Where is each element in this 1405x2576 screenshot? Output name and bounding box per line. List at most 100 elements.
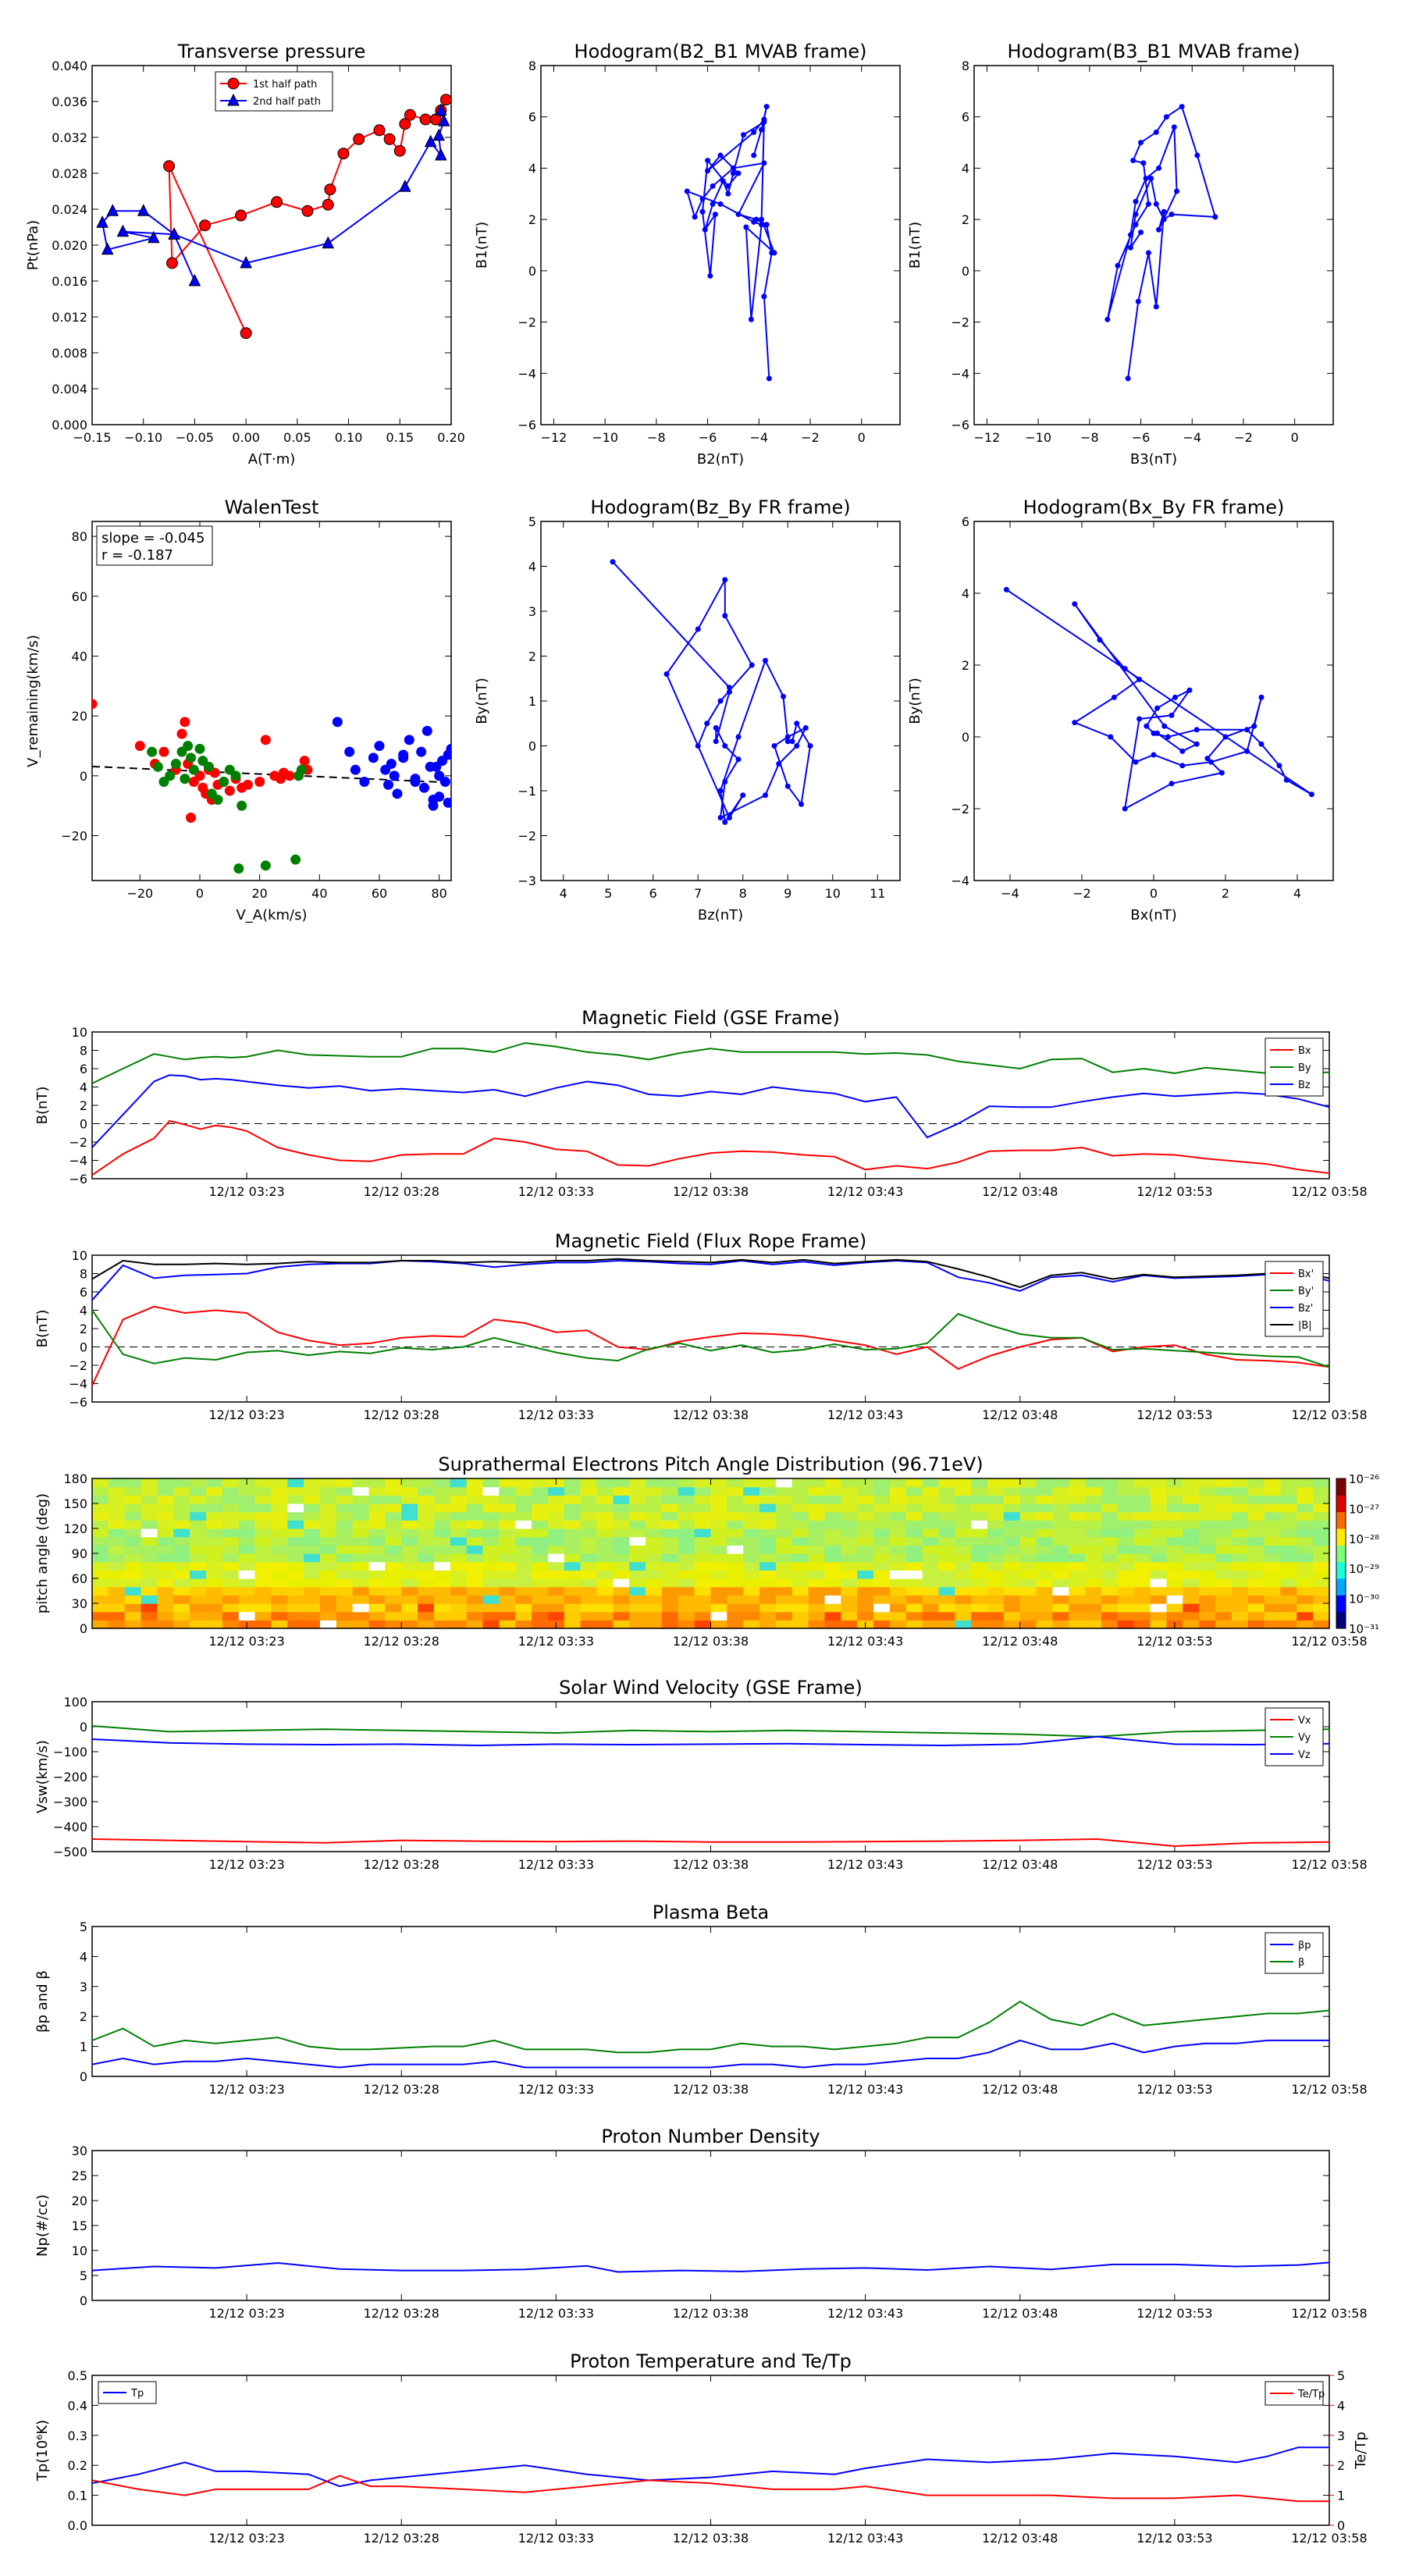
- heatmap-cell: [661, 1603, 679, 1613]
- heatmap-cell: [1247, 1486, 1265, 1496]
- heatmap-cell: [319, 1503, 337, 1513]
- heatmap-cell: [385, 1520, 402, 1529]
- heatmap-cell: [613, 1595, 630, 1604]
- heatmap-cell: [368, 1495, 386, 1504]
- heatmap-cell: [841, 1603, 858, 1613]
- heatmap-cell: [532, 1520, 549, 1529]
- data-point: [1111, 694, 1117, 700]
- heatmap-cell: [190, 1503, 207, 1513]
- data-point: [748, 316, 754, 322]
- heatmap-cell: [694, 1528, 712, 1538]
- heatmap-cell: [841, 1553, 858, 1563]
- heatmap-cell: [1036, 1620, 1054, 1629]
- heatmap-cell: [304, 1528, 321, 1538]
- heatmap-cell: [727, 1586, 744, 1596]
- heatmap-cell: [938, 1486, 955, 1496]
- heatmap-cell: [433, 1545, 451, 1554]
- heatmap-cell: [140, 1503, 158, 1513]
- heatmap-cell: [808, 1495, 826, 1504]
- heatmap-cell: [336, 1520, 354, 1529]
- heatmap-cell: [92, 1520, 109, 1529]
- heatmap-cell: [466, 1495, 484, 1504]
- heatmap-cell: [1215, 1553, 1232, 1563]
- heatmap-cell: [759, 1545, 777, 1554]
- data-point: [794, 720, 800, 727]
- heatmap-cell: [385, 1570, 402, 1579]
- heatmap-cell: [971, 1603, 988, 1613]
- heatmap-cell: [1297, 1545, 1314, 1554]
- legend-label: Vz: [1298, 1749, 1311, 1761]
- heatmap-cell: [629, 1586, 646, 1596]
- heatmap-cell: [304, 1520, 321, 1529]
- heatmap-cell: [336, 1545, 354, 1554]
- heatmap-cell: [1215, 1536, 1232, 1546]
- data-point: [1168, 212, 1175, 218]
- data-point: [713, 725, 719, 731]
- heatmap-cell: [466, 1553, 484, 1563]
- x-tick-label: 12/12 03:33: [518, 1857, 594, 1872]
- heatmap-cell: [808, 1570, 826, 1579]
- heatmap-cell: [190, 1478, 207, 1488]
- data-point: [1168, 712, 1175, 718]
- heatmap-cell: [1036, 1578, 1054, 1588]
- heatmap-cell: [124, 1478, 142, 1488]
- heatmap-cell: [841, 1586, 858, 1596]
- colorbar-segment: [1336, 1611, 1346, 1629]
- data-point: [743, 224, 749, 230]
- heatmap-cell: [1036, 1545, 1054, 1554]
- heatmap-cell: [1101, 1503, 1119, 1513]
- heatmap-cell: [613, 1495, 630, 1504]
- heatmap-cell: [352, 1620, 370, 1629]
- heatmap-cell: [629, 1528, 646, 1538]
- heatmap-cell: [743, 1545, 760, 1554]
- heatmap-cell: [222, 1620, 240, 1629]
- heatmap-cell: [824, 1545, 841, 1554]
- heatmap-cell: [532, 1611, 549, 1621]
- heatmap-cell: [1183, 1553, 1200, 1563]
- scatter-point: [260, 860, 271, 871]
- heatmap-cell: [1085, 1511, 1102, 1521]
- heatmap-cell: [841, 1486, 858, 1496]
- x-tick-label: 8: [739, 886, 747, 901]
- heatmap-cell: [596, 1611, 614, 1621]
- heatmap-cell: [352, 1478, 370, 1488]
- x-tick-label: 12/12 03:23: [208, 2531, 284, 2546]
- heatmap-cell: [271, 1486, 288, 1496]
- heatmap-cell: [205, 1578, 223, 1588]
- heatmap-cell: [368, 1536, 386, 1546]
- heatmap-cell: [580, 1536, 598, 1546]
- heatmap-cell: [482, 1603, 500, 1613]
- data-point: [749, 662, 755, 668]
- x-tick-label: 4: [560, 886, 567, 901]
- x-tick-label: 0.00: [232, 430, 260, 445]
- y-tick-label: 1: [528, 694, 536, 709]
- heatmap-cell: [955, 1603, 972, 1613]
- scatter-point: [386, 759, 397, 769]
- data-point: [1136, 676, 1143, 682]
- heatmap-cell: [157, 1495, 174, 1504]
- heatmap-cell: [1264, 1486, 1282, 1496]
- heatmap-cell: [173, 1561, 190, 1571]
- heatmap-cell: [1264, 1620, 1282, 1629]
- y-tick-label: 150: [63, 1496, 87, 1511]
- heatmap-cell: [1264, 1478, 1282, 1488]
- heatmap-cell: [319, 1595, 337, 1604]
- heatmap-cell: [987, 1495, 1005, 1504]
- heatmap-cell: [1247, 1520, 1265, 1529]
- series-line: [92, 2446, 1329, 2488]
- heatmap-cell: [92, 1603, 109, 1613]
- heatmap-cell: [1183, 1520, 1200, 1529]
- heatmap-cell: [596, 1536, 614, 1546]
- x-tick-label: 12/12 03:53: [1136, 1407, 1212, 1422]
- heatmap-cell: [613, 1611, 630, 1621]
- heatmap-cell: [1280, 1570, 1297, 1579]
- chart-title: Proton Temperature and Te/Tp: [570, 2350, 852, 2372]
- heatmap-cell: [1297, 1570, 1314, 1579]
- data-point: [717, 698, 724, 704]
- heatmap-cell: [629, 1561, 646, 1571]
- heatmap-cell: [1019, 1578, 1037, 1588]
- heatmap-cell: [564, 1570, 582, 1579]
- x-tick-label: 12/12 03:53: [1136, 1184, 1212, 1199]
